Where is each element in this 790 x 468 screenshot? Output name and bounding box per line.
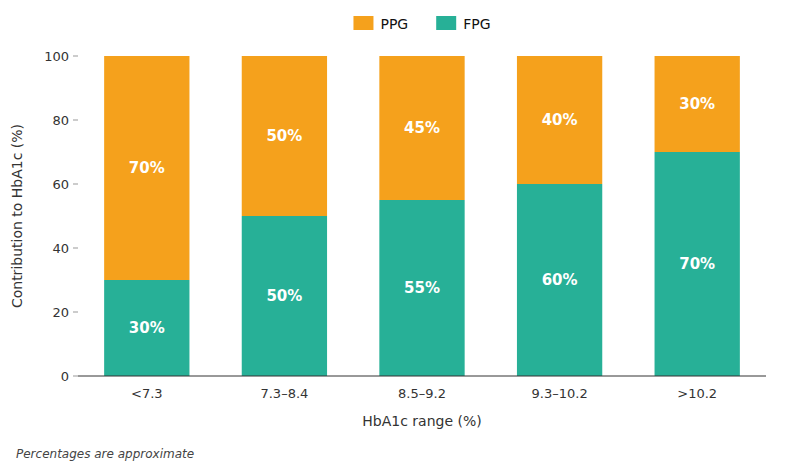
legend: PPG FPG	[353, 16, 490, 32]
bar	[104, 56, 189, 280]
x-tick-label: 7.3–8.4	[260, 386, 308, 401]
data-label: 70%	[679, 255, 715, 273]
data-label: 60%	[542, 271, 578, 289]
bar	[242, 216, 327, 376]
y-tick	[73, 120, 78, 121]
footnote: Percentages are approximate	[16, 447, 194, 461]
x-tick-label: >10.2	[677, 386, 717, 401]
y-tick	[73, 312, 78, 313]
legend-item: FPG	[436, 16, 490, 32]
chart: 30% 50% 55% 60% 70% 70% 50% 45% 40% 30% <7.3 7.3–8.…	[0, 0, 790, 468]
data-label: 50%	[266, 127, 302, 145]
bar	[517, 184, 602, 376]
data-label: 70%	[129, 159, 165, 177]
data-label: 40%	[542, 111, 578, 129]
y-tick-label: 100	[44, 49, 69, 64]
bar	[655, 152, 740, 376]
y-axis-label: Contribution to HbA1c (%)	[9, 124, 25, 308]
bar	[104, 280, 189, 376]
y-tick-label: 60	[52, 177, 69, 192]
bar	[379, 200, 464, 376]
y-tick	[73, 56, 78, 57]
bar	[379, 56, 464, 200]
data-label: 30%	[129, 319, 165, 337]
y-tick-label: 0	[61, 369, 69, 384]
bar	[517, 56, 602, 184]
x-tick-label: 8.5–9.2	[398, 386, 446, 401]
y-tick	[73, 184, 78, 185]
data-label: 30%	[679, 95, 715, 113]
data-label: 55%	[404, 279, 440, 297]
data-label: 50%	[266, 287, 302, 305]
y-tick-label: 80	[52, 113, 69, 128]
bars	[104, 56, 740, 376]
x-axis-line	[78, 376, 766, 377]
legend-swatch	[353, 16, 373, 30]
legend-label: FPG	[463, 16, 490, 32]
bar	[655, 56, 740, 152]
legend-swatch	[436, 16, 456, 30]
bar	[242, 56, 327, 216]
y-tick	[73, 376, 78, 377]
y-tick-label: 20	[52, 305, 69, 320]
y-tick	[73, 248, 78, 249]
data-label: 45%	[404, 119, 440, 137]
legend-label: PPG	[380, 16, 408, 32]
x-axis-label: HbA1c range (%)	[362, 413, 481, 429]
y-tick-label: 40	[52, 241, 69, 256]
x-tick-label: <7.3	[131, 386, 163, 401]
legend-item: PPG	[353, 16, 408, 32]
x-tick-label: 9.3–10.2	[532, 386, 588, 401]
